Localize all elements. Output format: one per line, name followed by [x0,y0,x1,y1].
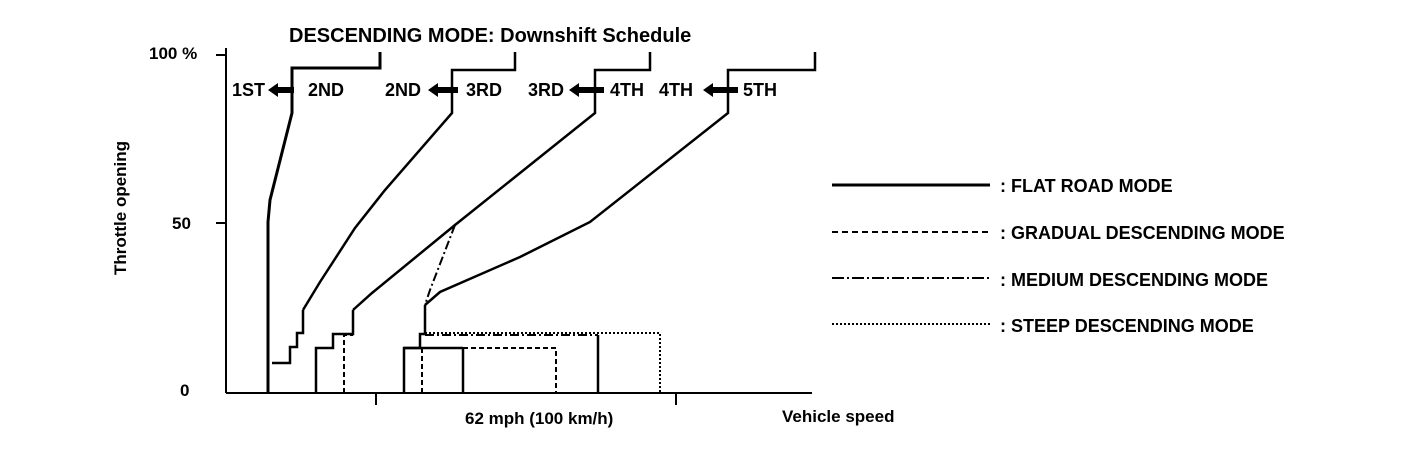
steep-descending-hold [425,332,661,393]
x-tick-label-62mph: 62 mph (100 km/h) [465,409,613,428]
legend-steep-descending-label: : STEEP DESCENDING MODE [1000,316,1254,336]
legend-gradual-descending-label: : GRADUAL DESCENDING MODE [1000,223,1285,243]
x-axis-title: Vehicle speed [782,407,894,426]
gradual-descending-hold [463,347,557,393]
medium-descending-series [424,224,598,336]
gear-labels: 1ST 2ND 2ND 3RD 3RD 4TH 4TH 5TH [232,80,777,100]
chart-title: DESCENDING MODE: Downshift Schedule [289,25,691,47]
gear-label-1st: 1ST [232,80,265,100]
flat-road-low-2nd-stair [272,310,305,365]
downshift-arrow-icon [703,83,738,97]
flat-road-series [266,52,817,393]
flat-road-low-4th-stair [402,305,427,393]
y-tick-label-50: 50 [172,214,191,233]
gear-label-2nd: 2ND [308,80,344,100]
legend-medium-descending-label: : MEDIUM DESCENDING MODE [1000,270,1268,290]
medium-descending-3rd-4th-branch [424,224,456,306]
gear-label-4th-b: 4TH [659,80,693,100]
gear-label-3rd-b: 3RD [528,80,564,100]
flat-road-2nd-3rd-line [301,52,517,311]
gradual-descending-low-3rd [343,334,353,393]
gear-label-3rd: 3RD [466,80,502,100]
legend-flat-road-label: : FLAT ROAD MODE [1000,176,1173,196]
legend: : FLAT ROAD MODE : GRADUAL DESCENDING MO… [832,176,1285,336]
downshift-arrow-icon [569,83,604,97]
downshift-arrow-icon [268,83,294,97]
steep-descending-series [425,332,661,393]
y-axis-title: Throttle opening [111,141,130,275]
y-tick-label-100: 100 % [149,44,197,63]
downshift-arrow-icon [428,83,458,97]
flat-road-low-3rd-stair [314,310,355,393]
gear-label-5th: 5TH [743,80,777,100]
gear-label-2nd-b: 2ND [385,80,421,100]
gradual-descending-series [343,334,557,393]
y-tick-label-0: 0 [180,381,189,400]
flat-road-4th-5th-line [424,52,817,306]
flat-road-1st-2nd-line [266,52,382,393]
gear-label-4th: 4TH [610,80,644,100]
flat-road-3rd-4th-line [352,52,652,311]
